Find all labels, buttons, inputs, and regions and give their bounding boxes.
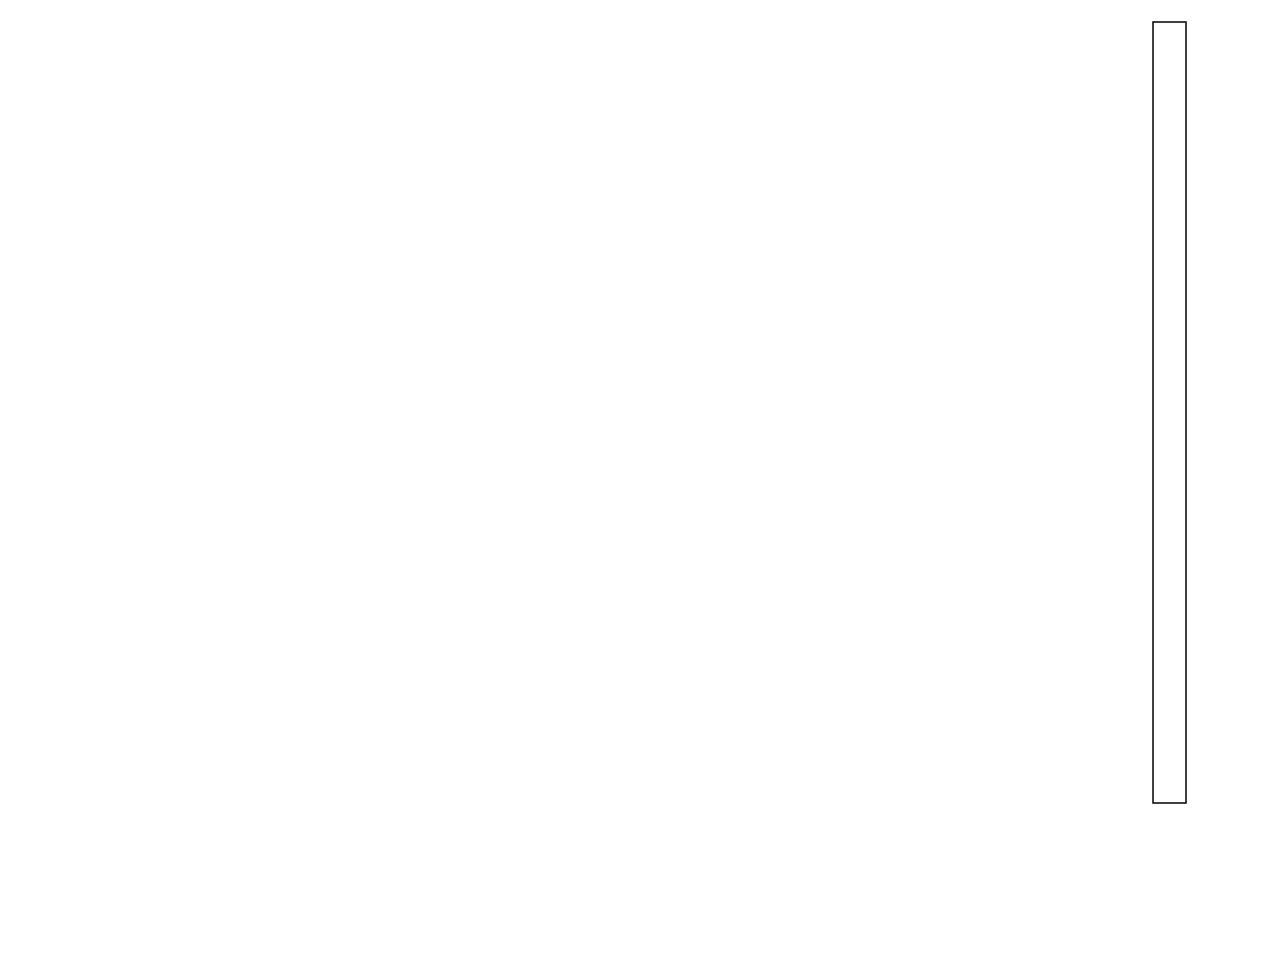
colorbar-gradient — [1153, 22, 1186, 803]
colorbar-frame — [1152, 21, 1187, 804]
colorbar — [1152, 21, 1187, 804]
